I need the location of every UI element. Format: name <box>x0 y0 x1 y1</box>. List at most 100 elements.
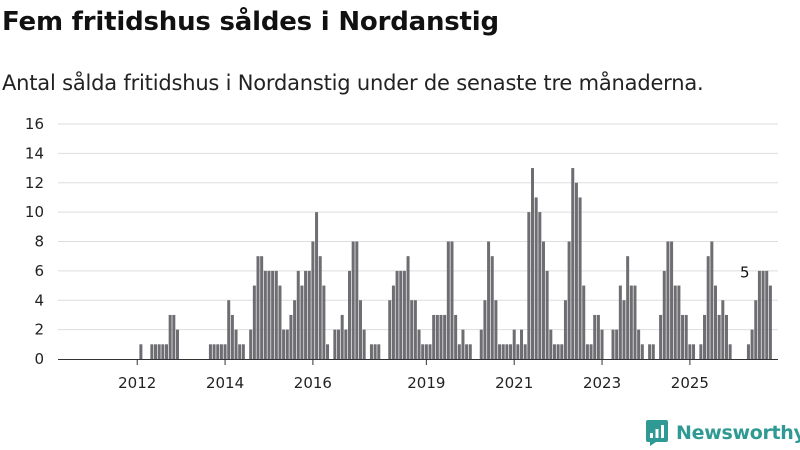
bar <box>721 300 725 359</box>
y-tick-label: 2 <box>34 321 44 339</box>
x-tick-label: 2021 <box>495 374 533 392</box>
y-axis-tick-labels: 0 2 4 6 8 10 12 14 16 <box>25 115 44 368</box>
bar <box>219 344 223 359</box>
highlight-value-label: 5 <box>740 264 750 282</box>
bar <box>494 300 498 359</box>
bar <box>505 344 509 359</box>
bar <box>688 344 692 359</box>
bar <box>216 344 220 359</box>
y-tick-label: 10 <box>25 203 44 221</box>
bar <box>428 344 432 359</box>
chart-title: Fem fritidshus såldes i Nordanstig <box>2 7 499 37</box>
x-tick-label: 2025 <box>671 374 709 392</box>
bar <box>358 300 362 359</box>
bar <box>699 344 703 359</box>
bar <box>681 314 685 359</box>
bar <box>516 344 520 359</box>
x-axis-tick-labels: 2012 2014 2016 2019 2021 2023 2025 <box>118 374 709 392</box>
bar <box>596 314 600 359</box>
bar <box>545 270 549 360</box>
bar <box>315 212 319 360</box>
bar <box>483 300 487 359</box>
bar <box>754 300 758 359</box>
bar <box>410 300 414 359</box>
bar <box>413 300 417 359</box>
bar <box>589 344 593 359</box>
bar <box>285 329 289 360</box>
y-tick-label: 0 <box>34 350 44 368</box>
bar <box>296 270 300 360</box>
bar <box>501 344 505 359</box>
bar <box>552 344 556 359</box>
bar <box>541 241 545 359</box>
bar <box>571 168 575 359</box>
bar <box>498 344 502 359</box>
bar <box>208 344 212 359</box>
bar <box>450 241 454 359</box>
bar <box>673 285 677 359</box>
bar <box>340 314 344 359</box>
bar <box>318 256 322 359</box>
bar <box>424 344 428 359</box>
x-tick-label: 2019 <box>407 374 445 392</box>
bar <box>377 344 381 359</box>
bar <box>249 329 253 360</box>
bar <box>256 256 260 359</box>
bar <box>560 344 564 359</box>
x-tick-label: 2014 <box>206 374 244 392</box>
bar <box>578 197 582 359</box>
bar <box>527 212 531 360</box>
bar <box>432 314 436 359</box>
bar <box>230 314 234 359</box>
bar <box>757 270 761 360</box>
bar <box>417 329 421 360</box>
bar <box>348 270 351 360</box>
bar <box>457 344 461 359</box>
bar <box>549 329 553 360</box>
bar <box>300 285 304 359</box>
bar <box>362 329 366 360</box>
bars <box>139 168 772 360</box>
newsworthy-logo-text: Newsworthy <box>676 422 800 444</box>
bar <box>322 285 326 359</box>
bar <box>373 344 377 359</box>
bar <box>212 344 216 359</box>
bar <box>454 314 458 359</box>
bar <box>238 344 242 359</box>
gridlines <box>58 123 778 331</box>
bar <box>585 344 589 359</box>
bar <box>168 314 172 359</box>
bar <box>717 314 721 359</box>
bar <box>446 241 450 359</box>
bar <box>648 344 652 359</box>
bar <box>703 314 707 359</box>
bar <box>659 314 663 359</box>
bar <box>684 314 688 359</box>
bar <box>490 256 494 359</box>
bar <box>615 329 619 360</box>
bar <box>692 344 696 359</box>
bar <box>534 197 538 359</box>
bar <box>293 300 297 359</box>
bar <box>223 344 227 359</box>
bar <box>677 285 681 359</box>
bar <box>271 270 275 360</box>
bar <box>344 329 348 360</box>
bar <box>391 285 395 359</box>
bar <box>538 212 542 360</box>
y-tick-label: 14 <box>25 144 44 162</box>
bar <box>465 344 469 359</box>
bar <box>574 182 578 359</box>
bar <box>746 344 750 359</box>
bar <box>274 270 278 360</box>
bar <box>337 329 341 360</box>
chart-subtitle: Antal sålda fritidshus i Nordanstig unde… <box>2 71 704 95</box>
bar <box>710 241 714 359</box>
bar <box>421 344 425 359</box>
y-tick-label: 8 <box>34 233 44 251</box>
bar <box>761 270 765 360</box>
bar <box>523 344 527 359</box>
bar <box>531 168 534 359</box>
bar <box>724 314 728 359</box>
x-tick-label: 2012 <box>118 374 156 392</box>
